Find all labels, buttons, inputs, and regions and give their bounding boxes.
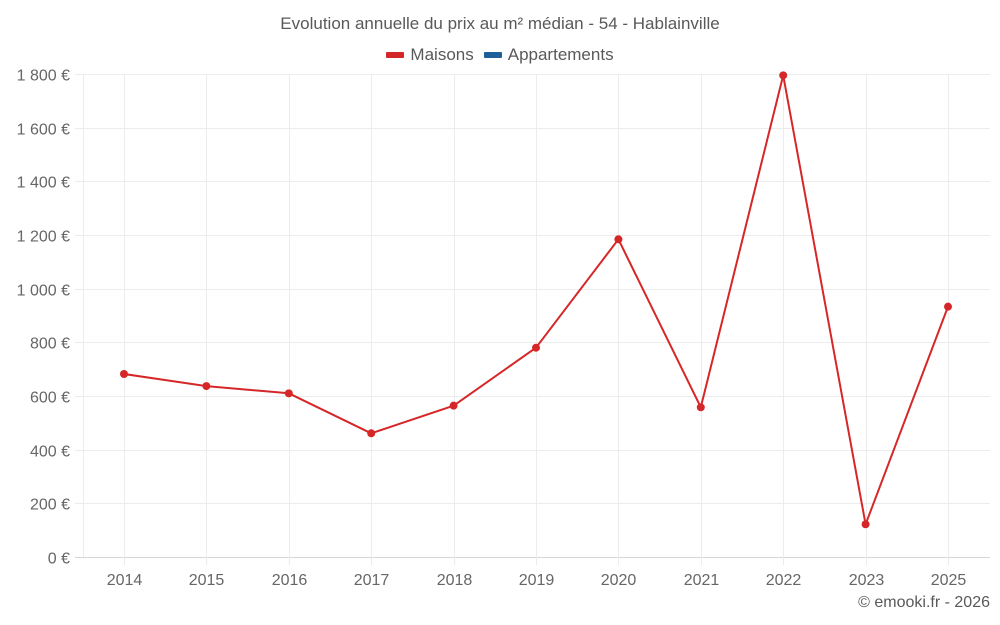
x-tick-label: 2018 (437, 572, 473, 589)
x-tick-label: 2019 (519, 572, 555, 589)
y-tick-label: 1 600 € (17, 122, 70, 139)
data-point[interactable] (284, 389, 293, 398)
x-tick-label: 2014 (107, 572, 143, 589)
data-point[interactable] (367, 429, 376, 438)
x-tick-label: 2017 (354, 572, 390, 589)
x-tick-label: 2022 (766, 572, 802, 589)
legend-swatch-maisons-icon (386, 52, 405, 58)
x-tick-label: 2015 (189, 572, 225, 589)
grid-lines (75, 74, 990, 565)
y-tick-label: 200 € (30, 497, 70, 514)
copyright-credit: © emooki.fr - 2026 (858, 594, 990, 611)
y-tick-label: 800 € (30, 336, 70, 353)
data-point[interactable] (449, 401, 458, 410)
y-tick-label: 1 200 € (17, 229, 70, 246)
legend-label-maisons: Maisons (410, 45, 474, 64)
data-point[interactable] (779, 71, 788, 80)
chart-legend: Maisons Appartements (0, 45, 1000, 65)
data-point[interactable] (944, 302, 952, 311)
chart-title: Evolution annuelle du prix au m² médian … (280, 14, 720, 33)
legend-label-appartements: Appartements (507, 45, 614, 64)
y-axis: 0 € 200 € 400 € 600 € 800 € 1 000 € 1 200 € 1 4… (17, 68, 70, 568)
x-tick-label: 2023 (849, 572, 885, 589)
x-axis: 2014 2015 2016 2017 2018 2019 2020 2021 2022 2023… (107, 572, 967, 589)
y-tick-label: 1 000 € (17, 283, 70, 300)
y-tick-label: 1 800 € (17, 68, 70, 85)
data-point[interactable] (696, 403, 705, 412)
data-point[interactable] (861, 520, 870, 529)
x-tick-label: 2021 (684, 572, 720, 589)
x-tick-label: 2016 (272, 572, 308, 589)
y-tick-label: 1 400 € (17, 175, 70, 192)
data-point[interactable] (120, 369, 128, 378)
legend-item-appartements[interactable]: Appartements (483, 45, 614, 65)
data-point[interactable] (532, 343, 540, 352)
series-maisons (120, 71, 952, 529)
legend-item-maisons[interactable]: Maisons (386, 45, 474, 65)
x-tick-label: 2020 (601, 572, 637, 589)
data-point[interactable] (202, 382, 211, 391)
y-tick-label: 0 € (48, 551, 70, 568)
data-point[interactable] (614, 235, 623, 244)
y-tick-label: 400 € (30, 444, 70, 461)
x-tick-label: 2025 (931, 572, 967, 589)
legend-swatch-appartements-icon (483, 52, 502, 58)
y-tick-label: 600 € (30, 390, 70, 407)
